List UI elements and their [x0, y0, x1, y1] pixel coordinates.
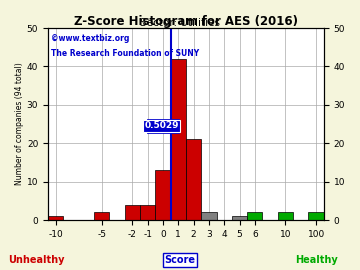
Bar [171, 59, 186, 220]
Title: Z-Score Histogram for AES (2016): Z-Score Histogram for AES (2016) [74, 15, 298, 28]
Text: ©www.textbiz.org: ©www.textbiz.org [51, 34, 130, 43]
Bar [155, 170, 171, 220]
Bar [201, 212, 216, 220]
Y-axis label: Number of companies (94 total): Number of companies (94 total) [15, 63, 24, 185]
Text: Sector: Utilities: Sector: Utilities [140, 18, 220, 28]
Text: The Research Foundation of SUNY: The Research Foundation of SUNY [51, 49, 199, 58]
Bar [278, 212, 293, 220]
Bar [125, 205, 140, 220]
Bar [247, 212, 262, 220]
Text: Healthy: Healthy [296, 255, 338, 265]
Bar [186, 139, 201, 220]
Text: Unhealthy: Unhealthy [8, 255, 64, 265]
Text: 0.5029: 0.5029 [144, 122, 179, 130]
Bar [309, 212, 324, 220]
Bar [232, 216, 247, 220]
Bar [140, 205, 155, 220]
Bar [48, 216, 63, 220]
Text: Score: Score [165, 255, 195, 265]
Bar [94, 212, 109, 220]
